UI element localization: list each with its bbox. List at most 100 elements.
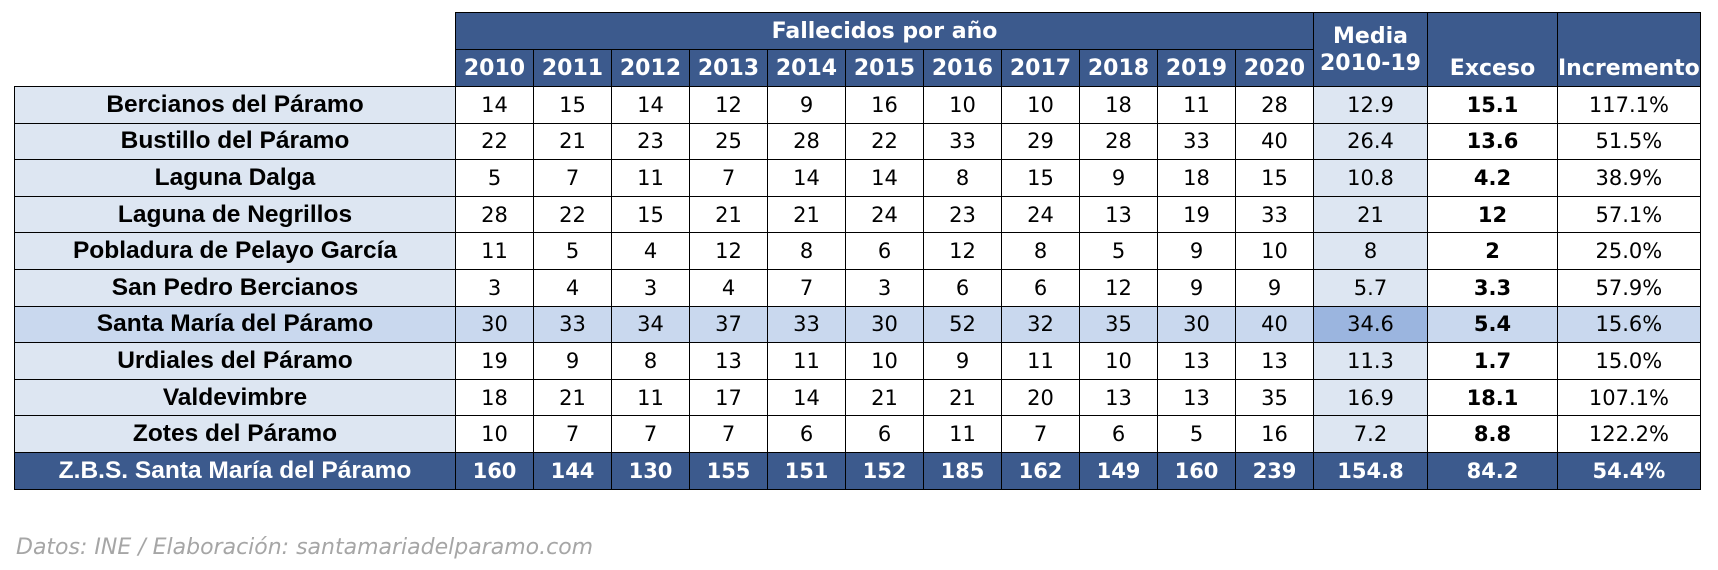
year-value: 3 — [455, 268, 534, 307]
total-incremento-value: 54.4% — [1557, 451, 1701, 490]
year-value: 6 — [845, 232, 924, 270]
year-value: 32 — [1001, 305, 1080, 344]
year-value: 11 — [923, 415, 1002, 453]
year-value: 12 — [1079, 268, 1158, 307]
total-media-value: 154.8 — [1313, 451, 1428, 490]
year-value: 10 — [923, 86, 1002, 124]
total-year-value: 151 — [767, 451, 846, 490]
table-row: Zotes del Páramo 10 7 7 7 6 6 11 7 6 5 16 7.2 8.8 122.… — [14, 415, 1701, 453]
media-value: 7.2 — [1313, 415, 1428, 453]
year-header: 2010 — [455, 49, 534, 87]
year-value: 33 — [533, 305, 612, 344]
year-value: 11 — [1157, 86, 1236, 124]
year-value: 13 — [1157, 342, 1236, 380]
year-value: 25 — [689, 122, 768, 161]
year-value: 14 — [455, 86, 534, 124]
year-value: 21 — [845, 378, 924, 417]
year-value: 4 — [533, 268, 612, 307]
year-value: 5 — [533, 232, 612, 270]
incremento-value: 15.0% — [1557, 342, 1701, 380]
table-row: Santa María del Páramo 30 33 34 37 33 30 52 32 35… — [14, 305, 1701, 344]
year-value: 4 — [611, 232, 690, 270]
year-value: 10 — [1079, 342, 1158, 380]
year-value: 18 — [1157, 159, 1236, 197]
year-value: 7 — [611, 415, 690, 453]
year-value: 11 — [611, 378, 690, 417]
year-value: 40 — [1235, 122, 1314, 161]
table-row: Laguna Dalga 5 7 11 7 14 14 8 15 9 18 15 10.8 4.2 38.9… — [14, 159, 1701, 197]
year-value: 14 — [845, 159, 924, 197]
year-value: 33 — [1235, 195, 1314, 234]
year-header: 2012 — [611, 49, 690, 87]
year-value: 23 — [923, 195, 1002, 234]
media-value: 11.3 — [1313, 342, 1428, 380]
municipality-name: Laguna de Negrillos — [14, 195, 456, 234]
year-value: 24 — [1001, 195, 1080, 234]
year-value: 6 — [1079, 415, 1158, 453]
year-value: 21 — [689, 195, 768, 234]
year-value: 6 — [1001, 268, 1080, 307]
year-value: 8 — [611, 342, 690, 380]
year-value: 16 — [1235, 415, 1314, 453]
year-value: 33 — [767, 305, 846, 344]
year-value: 6 — [923, 268, 1002, 307]
year-header: 2020 — [1235, 49, 1314, 87]
exceso-value: 13.6 — [1427, 122, 1558, 161]
year-value: 33 — [923, 122, 1002, 161]
exceso-value: 18.1 — [1427, 378, 1558, 417]
municipality-name: Santa María del Páramo — [14, 305, 456, 344]
year-value: 21 — [533, 122, 612, 161]
year-value: 30 — [845, 305, 924, 344]
year-header: 2016 — [923, 49, 1002, 87]
year-value: 7 — [767, 268, 846, 307]
total-year-value: 130 — [611, 451, 690, 490]
year-value: 12 — [689, 232, 768, 270]
year-value: 9 — [533, 342, 612, 380]
year-value: 11 — [611, 159, 690, 197]
year-value: 15 — [533, 86, 612, 124]
year-value: 11 — [767, 342, 846, 380]
incremento-value: 38.9% — [1557, 159, 1701, 197]
year-value: 10 — [1235, 232, 1314, 270]
municipality-name: Zotes del Páramo — [14, 415, 456, 453]
year-value: 22 — [533, 195, 612, 234]
year-value: 22 — [455, 122, 534, 161]
media-value: 16.9 — [1313, 378, 1428, 417]
year-value: 21 — [767, 195, 846, 234]
year-value: 35 — [1235, 378, 1314, 417]
total-year-value: 239 — [1235, 451, 1314, 490]
year-value: 12 — [689, 86, 768, 124]
municipality-name: Bercianos del Páramo — [14, 86, 456, 124]
total-year-value: 160 — [455, 451, 534, 490]
incremento-value: 117.1% — [1557, 86, 1701, 124]
year-value: 33 — [1157, 122, 1236, 161]
year-value: 10 — [455, 415, 534, 453]
media-header-line1: Media — [1333, 23, 1408, 49]
exceso-value: 15.1 — [1427, 86, 1558, 124]
year-header: 2019 — [1157, 49, 1236, 87]
year-value: 3 — [845, 268, 924, 307]
year-value: 13 — [689, 342, 768, 380]
year-value: 18 — [455, 378, 534, 417]
year-value: 9 — [767, 86, 846, 124]
year-header: 2013 — [689, 49, 768, 87]
year-value: 7 — [689, 159, 768, 197]
total-year-value: 144 — [533, 451, 612, 490]
year-value: 21 — [533, 378, 612, 417]
media-value: 12.9 — [1313, 86, 1428, 124]
exceso-value: 2 — [1427, 232, 1558, 270]
year-value: 9 — [1157, 268, 1236, 307]
incremento-value: 57.1% — [1557, 195, 1701, 234]
incremento-value: 122.2% — [1557, 415, 1701, 453]
media-value: 21 — [1313, 195, 1428, 234]
year-value: 13 — [1079, 195, 1158, 234]
year-value: 28 — [1079, 122, 1158, 161]
year-value: 8 — [767, 232, 846, 270]
year-value: 19 — [455, 342, 534, 380]
year-value: 9 — [923, 342, 1002, 380]
total-name: Z.B.S. Santa María del Páramo — [14, 451, 456, 490]
year-value: 12 — [923, 232, 1002, 270]
year-value: 6 — [767, 415, 846, 453]
year-value: 16 — [845, 86, 924, 124]
year-value: 4 — [689, 268, 768, 307]
